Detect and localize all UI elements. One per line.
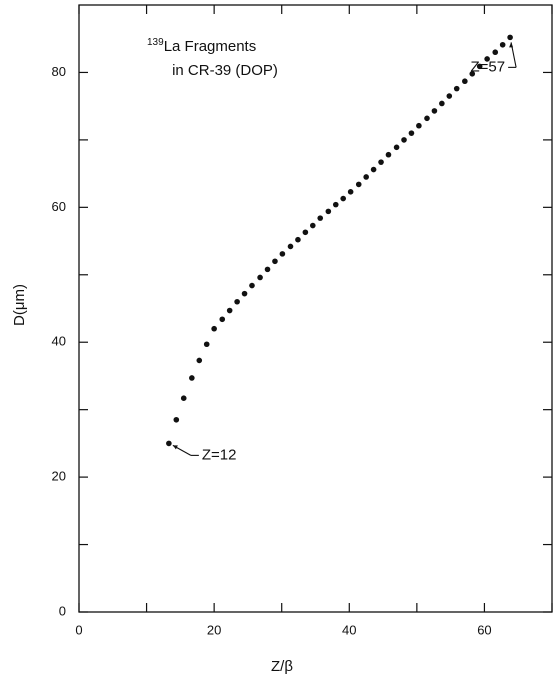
data-point bbox=[378, 159, 384, 165]
data-point bbox=[499, 41, 506, 48]
data-point bbox=[492, 49, 499, 56]
data-point bbox=[196, 357, 203, 364]
data-point bbox=[211, 325, 217, 332]
data-point bbox=[302, 229, 309, 236]
title: 139La Fragments bbox=[147, 37, 256, 55]
data-point bbox=[355, 181, 362, 188]
y-tick-label: 20 bbox=[52, 469, 66, 484]
data-point bbox=[424, 115, 430, 122]
data-point bbox=[166, 440, 172, 447]
data-point bbox=[295, 236, 301, 243]
data-point bbox=[401, 137, 407, 143]
data-point bbox=[416, 122, 422, 129]
data-point bbox=[332, 201, 339, 208]
data-point bbox=[393, 144, 400, 151]
data-point bbox=[189, 375, 195, 381]
data-point bbox=[257, 274, 263, 281]
x-tick-label: 40 bbox=[342, 622, 356, 637]
x-tick-label: 0 bbox=[75, 622, 82, 637]
data-point bbox=[431, 108, 438, 114]
data-point bbox=[469, 70, 476, 77]
data-point bbox=[234, 298, 240, 305]
title-superscript: 139 bbox=[147, 37, 164, 48]
data-point bbox=[408, 130, 415, 136]
data-point bbox=[363, 174, 369, 180]
data-point bbox=[219, 316, 226, 323]
data-point bbox=[453, 85, 460, 92]
data-point bbox=[446, 93, 453, 99]
y-tick-label: 0 bbox=[59, 603, 66, 618]
x-tick-label: 20 bbox=[207, 622, 221, 637]
data-point bbox=[507, 34, 513, 41]
y-tick-label: 60 bbox=[52, 199, 66, 214]
data-point bbox=[309, 222, 316, 229]
data-point bbox=[173, 416, 180, 423]
data-point bbox=[264, 266, 271, 273]
data-point bbox=[203, 341, 210, 348]
data-point bbox=[325, 208, 332, 215]
y-tick-label: 40 bbox=[52, 334, 66, 349]
annotation-arrowhead bbox=[172, 445, 178, 450]
plot-frame bbox=[78, 4, 553, 613]
x-tick-label: 60 bbox=[477, 622, 491, 637]
y-tick-label: 80 bbox=[52, 64, 66, 79]
annotation-arrowhead bbox=[509, 42, 514, 48]
data-point bbox=[484, 56, 490, 62]
data-point bbox=[241, 290, 248, 297]
data-point bbox=[385, 151, 392, 158]
data-point bbox=[347, 189, 354, 195]
title-main: La Fragments bbox=[164, 38, 257, 55]
data-point bbox=[439, 100, 445, 107]
data-point bbox=[272, 258, 278, 265]
data-point bbox=[287, 243, 294, 250]
data-point bbox=[317, 215, 324, 221]
annotation: Z=57 bbox=[470, 58, 505, 75]
data-point bbox=[279, 251, 286, 257]
data-point bbox=[180, 395, 187, 402]
x-axis-label: Z/β bbox=[271, 658, 293, 675]
data-point bbox=[462, 78, 468, 85]
data-point bbox=[370, 166, 377, 173]
y-axis-label: D(μm) bbox=[11, 284, 28, 326]
data-point bbox=[226, 307, 233, 314]
subtitle: in CR-39 (DOP) bbox=[172, 62, 278, 79]
data-point bbox=[249, 282, 255, 289]
data-point bbox=[476, 63, 483, 70]
data-point bbox=[340, 195, 347, 202]
annotation: Z=12 bbox=[202, 446, 237, 463]
